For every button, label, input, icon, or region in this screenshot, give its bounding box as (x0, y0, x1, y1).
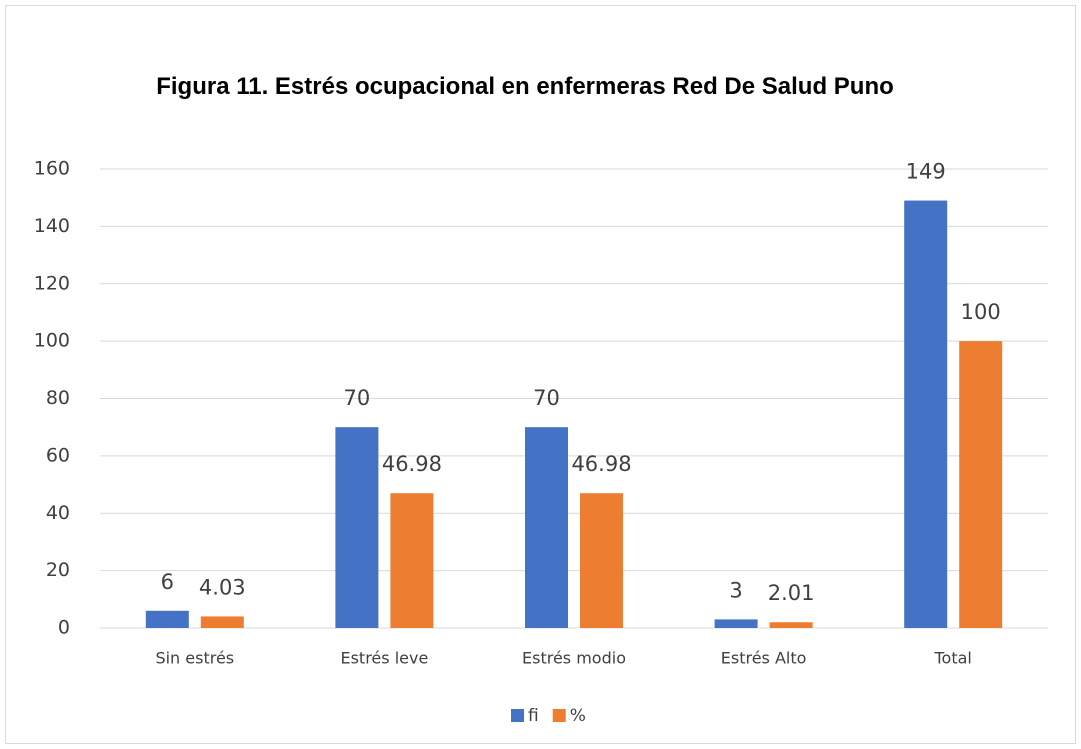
x-tick-label: Estrés Alto (721, 649, 807, 668)
bar (714, 619, 758, 628)
y-tick-label: 80 (46, 387, 70, 409)
y-tick-label: 20 (46, 559, 70, 581)
x-tick-label: Total (934, 649, 972, 668)
bar (145, 610, 189, 628)
legend-label: fi (528, 706, 539, 726)
data-label: 100 (961, 300, 1001, 324)
x-tick-label: Estrés modio (522, 649, 626, 668)
data-label: 46.98 (571, 452, 631, 476)
data-label: 46.98 (382, 452, 442, 476)
y-tick-label: 60 (46, 444, 70, 466)
bar (200, 616, 244, 628)
y-tick-label: 40 (46, 502, 70, 524)
y-tick-label: 0 (58, 617, 70, 639)
bar (959, 341, 1003, 628)
legend-label: % (570, 706, 586, 726)
data-label: 6 (161, 570, 174, 594)
data-label: 70 (344, 386, 371, 410)
bar (580, 493, 623, 628)
data-label: 149 (906, 160, 946, 184)
data-label: 2.01 (768, 581, 815, 605)
chart-title: Figura 11. Estrés ocupacional en enferme… (156, 73, 894, 100)
y-tick-label: 140 (34, 215, 70, 237)
chart-frame (5, 5, 1076, 744)
bar (904, 200, 948, 628)
bar (769, 622, 813, 628)
legend-swatch (511, 709, 524, 722)
y-tick-label: 160 (34, 158, 70, 180)
x-tick-label: Estrés leve (340, 649, 428, 668)
bar (525, 427, 568, 628)
x-tick-label: Sin estrés (155, 649, 234, 668)
legend-swatch (552, 709, 566, 722)
y-tick-label: 100 (34, 330, 70, 352)
bar (390, 493, 434, 628)
y-tick-label: 120 (34, 272, 70, 294)
bar (335, 427, 379, 628)
data-label: 70 (533, 386, 560, 410)
data-label: 3 (729, 578, 742, 602)
data-label: 4.03 (199, 575, 246, 599)
